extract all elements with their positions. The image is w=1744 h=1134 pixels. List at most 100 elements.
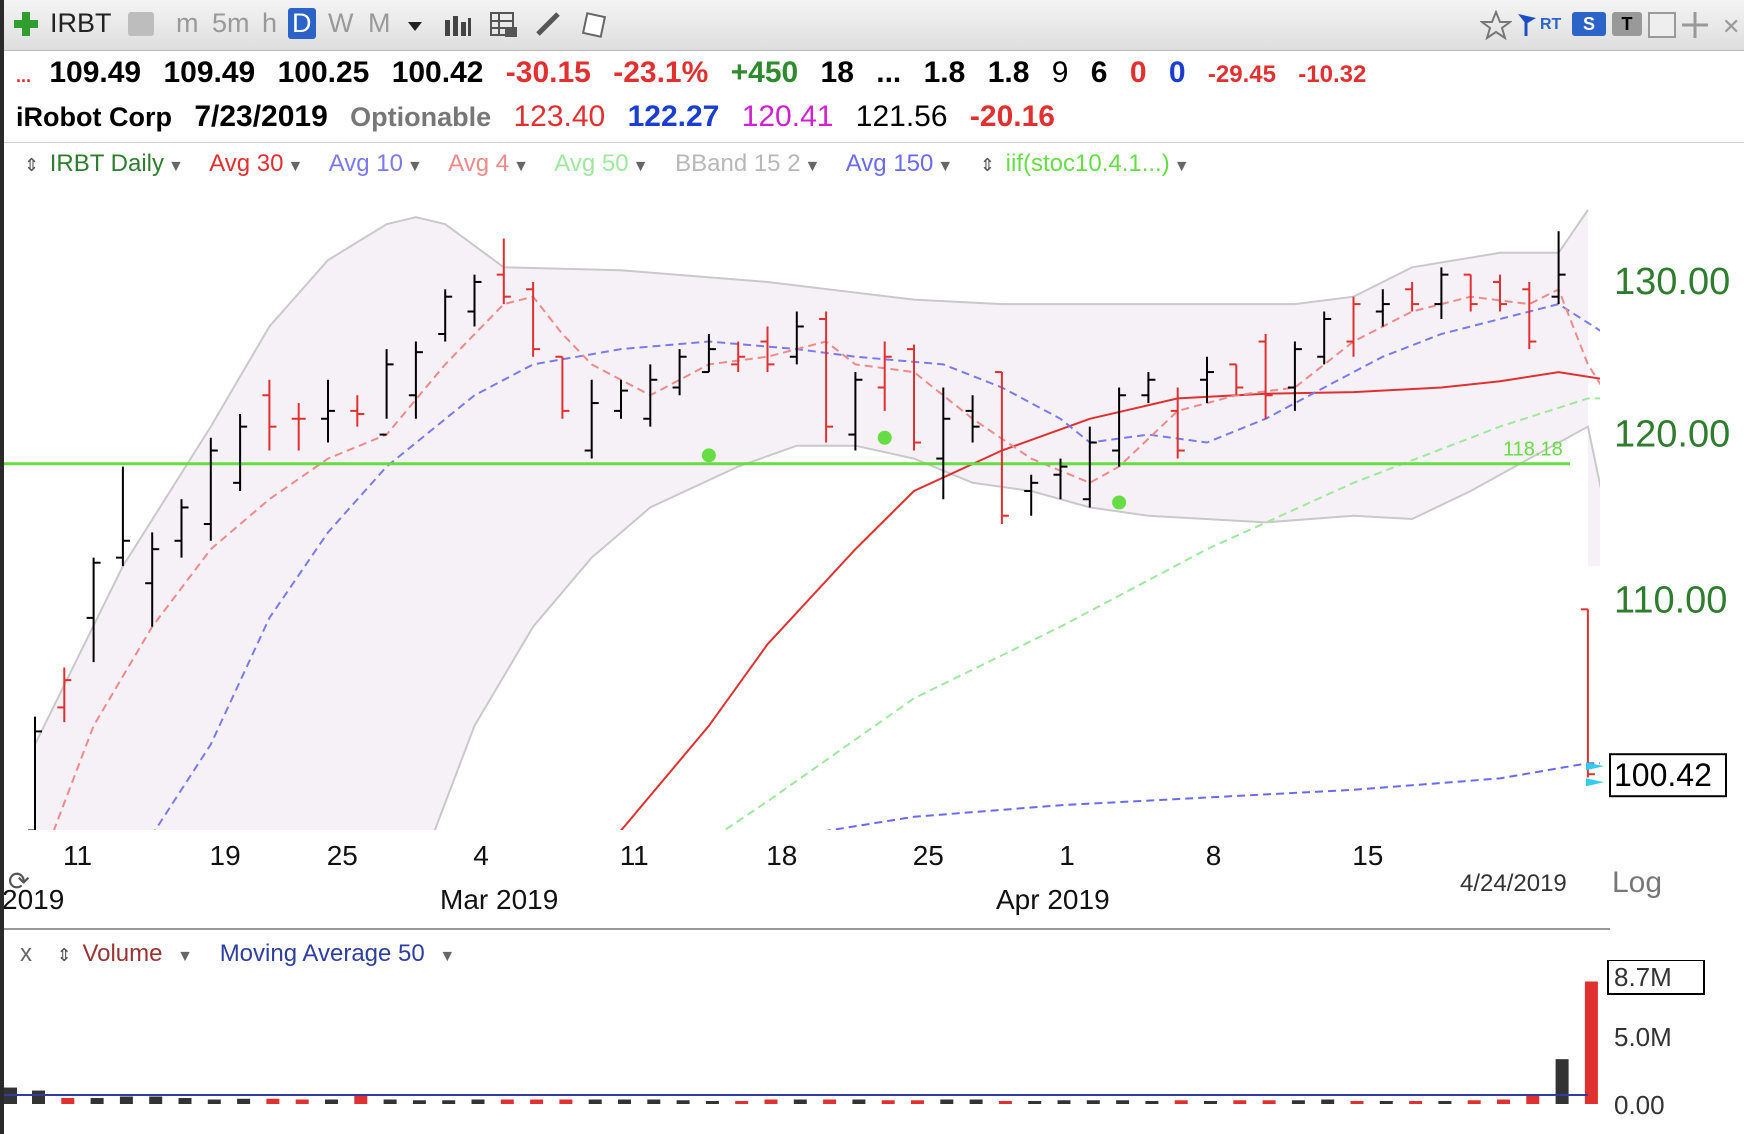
- window-icon[interactable]: [1648, 12, 1676, 38]
- grid-icon[interactable]: [490, 12, 518, 43]
- volume-max-box: [1607, 960, 1705, 995]
- volume-bar: [618, 1099, 631, 1104]
- plus-icon[interactable]: [12, 10, 40, 38]
- dropdown-icon[interactable]: ▼: [513, 158, 529, 175]
- flag-icon[interactable]: [1516, 12, 1538, 43]
- indicator-updown-icon[interactable]: ⇕: [979, 155, 995, 175]
- volume-ma-label[interactable]: Moving Average 50: [219, 940, 425, 967]
- period-h[interactable]: h: [262, 8, 278, 38]
- quote-change-pct: -23.1%: [613, 56, 709, 89]
- tv-badge[interactable]: T: [1612, 12, 1642, 36]
- ohlc-bar: [379, 349, 394, 436]
- ohlc-bar: [1141, 372, 1156, 404]
- dropdown-icon[interactable]: ▼: [937, 158, 954, 175]
- ohlc-bar: [819, 311, 834, 443]
- volume-bar: [1291, 1100, 1305, 1104]
- volume-close-icon[interactable]: x: [20, 940, 32, 967]
- dropdown-icon[interactable]: ▼: [804, 158, 821, 175]
- bband-fill: [35, 210, 1600, 830]
- dropdown-icon[interactable]: ▼: [1173, 158, 1190, 175]
- quote-change: -30.15: [505, 56, 591, 89]
- period-5m[interactable]: 5m: [212, 8, 250, 38]
- volume-bar: [354, 1095, 368, 1104]
- volume-bar: [325, 1099, 338, 1104]
- volume-chart[interactable]: 8.7M 5.0M 0.00: [0, 960, 1744, 1120]
- info-p5: -20.16: [969, 100, 1055, 133]
- close-icon[interactable]: ✕: [1722, 14, 1741, 39]
- x-tick-label: 25: [912, 840, 944, 871]
- price-chart[interactable]: 118.18 130.00 120.00 110.00 100.42: [0, 170, 1744, 950]
- symbol-label[interactable]: IRBT: [50, 8, 112, 38]
- ohlc-bar: [701, 333, 716, 374]
- move-icon[interactable]: [1680, 10, 1710, 45]
- ohlc-bar: [203, 437, 218, 541]
- sync-icon[interactable]: ⟳: [8, 866, 30, 896]
- volume-bar: [1028, 1101, 1042, 1104]
- last-price-label: 100.42: [1614, 757, 1712, 793]
- star-icon[interactable]: [1479, 9, 1513, 45]
- dropdown-icon[interactable]: ▼: [406, 158, 423, 175]
- ohlc-bar: [936, 387, 951, 500]
- period-mo[interactable]: M: [368, 8, 391, 38]
- ohlc-bar: [1229, 363, 1244, 396]
- indicator-avg10[interactable]: Avg 10: [328, 150, 403, 177]
- log-toggle[interactable]: Log: [1612, 866, 1663, 899]
- dropdown-icon[interactable]: ▼: [632, 158, 649, 175]
- period-dropdown-icon[interactable]: [408, 22, 422, 31]
- period-w[interactable]: W: [328, 8, 354, 38]
- ohlc-bar: [789, 311, 804, 365]
- bband-upper-line: [34, 209, 1589, 745]
- pencil-icon[interactable]: [534, 10, 562, 43]
- volume-bar: [1555, 1059, 1569, 1104]
- optionable-label: Optionable: [350, 102, 492, 132]
- quote-d1: -29.45: [1207, 61, 1276, 88]
- dropdown-icon[interactable]: ▼: [439, 948, 456, 965]
- quote-n4: 0: [1168, 56, 1186, 89]
- bar-chart-icon[interactable]: [444, 14, 472, 41]
- ohlc-bar: [584, 379, 599, 459]
- info-p2: 122.27: [627, 100, 720, 133]
- chart-type-icon[interactable]: [128, 12, 154, 36]
- x-tick-label: 8: [1205, 840, 1222, 871]
- period-d[interactable]: D: [288, 8, 316, 39]
- avg4-line: [52, 287, 1600, 830]
- volume-bar: [735, 1101, 749, 1104]
- indicator-stoc[interactable]: iif(stoc10.4.1...): [1005, 150, 1170, 177]
- volume-bar: [32, 1090, 45, 1104]
- volume-updown-icon[interactable]: ⇕: [56, 945, 72, 965]
- indicator-avg30[interactable]: Avg 30: [209, 150, 284, 177]
- page-icon[interactable]: [580, 11, 608, 44]
- ohlc-bar: [28, 716, 42, 830]
- period-m[interactable]: m: [176, 8, 199, 38]
- volume-bar: [881, 1100, 895, 1104]
- indicator-bband[interactable]: BBand 15 2: [675, 150, 801, 177]
- indicator-avg4[interactable]: Avg 4: [448, 150, 510, 177]
- volume-bar: [559, 1099, 573, 1104]
- indicator-updown-icon[interactable]: ⇕: [24, 155, 40, 175]
- ohlc-bar: [467, 274, 482, 327]
- volume-bar: [1321, 1099, 1335, 1104]
- indicator-irbt-daily[interactable]: IRBT Daily: [49, 150, 165, 177]
- ohlc-bar: [321, 379, 335, 443]
- rt-badge[interactable]: RT: [1540, 16, 1562, 33]
- signal-dot: [701, 448, 716, 463]
- volume-bar: [530, 1099, 544, 1104]
- ohlc-bar: [262, 379, 277, 451]
- dropdown-icon[interactable]: ▼: [168, 158, 184, 175]
- ohlc-bar: [877, 341, 892, 411]
- dropdown-icon[interactable]: ▼: [287, 158, 304, 175]
- ohlc-bar: [1258, 333, 1273, 419]
- volume-bar: [1497, 1099, 1510, 1104]
- volume-bar: [1145, 1101, 1159, 1104]
- quote-n3: 0: [1129, 56, 1147, 89]
- indicator-avg50[interactable]: Avg 50: [554, 150, 629, 177]
- indicator-avg150[interactable]: Avg 150: [845, 150, 934, 177]
- dropdown-icon[interactable]: ▼: [177, 948, 194, 965]
- quote-d2: -10.32: [1298, 61, 1367, 88]
- volume-bar: [911, 1100, 924, 1104]
- s-badge[interactable]: S: [1572, 12, 1606, 36]
- ohlc-bar: [760, 326, 775, 373]
- volume-label[interactable]: Volume: [82, 940, 163, 967]
- volume-bar: [149, 1096, 163, 1104]
- volume-tick-label: 0.00: [1614, 1090, 1665, 1120]
